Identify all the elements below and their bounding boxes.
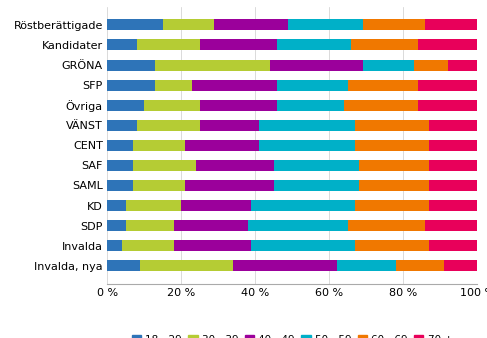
Bar <box>348 79 418 91</box>
Bar <box>418 79 477 91</box>
Bar <box>418 40 477 50</box>
Bar <box>362 19 426 30</box>
Bar <box>192 79 278 91</box>
Bar <box>426 220 477 231</box>
Bar <box>107 260 140 271</box>
Bar <box>414 59 448 71</box>
Bar <box>107 200 126 211</box>
Bar <box>429 120 477 131</box>
Bar <box>196 160 274 171</box>
Bar <box>107 19 163 30</box>
Bar <box>362 59 414 71</box>
Bar <box>274 160 359 171</box>
Bar <box>107 160 133 171</box>
Bar <box>348 220 426 231</box>
Bar <box>288 19 362 30</box>
Bar <box>107 220 126 231</box>
Bar <box>278 79 348 91</box>
Bar <box>185 140 259 151</box>
Bar <box>137 40 200 50</box>
Bar <box>133 160 196 171</box>
Bar <box>233 260 337 271</box>
Legend: 18 - 29, 30 - 39, 40 - 49, 50 - 59, 60 - 69, 70 +: 18 - 29, 30 - 39, 40 - 49, 50 - 59, 60 -… <box>128 331 457 338</box>
Bar <box>355 120 429 131</box>
Bar <box>185 180 274 191</box>
Bar <box>352 40 418 50</box>
Bar <box>270 59 362 71</box>
Bar <box>251 240 355 251</box>
Bar <box>337 260 396 271</box>
Bar <box>359 180 429 191</box>
Bar <box>278 40 352 50</box>
Bar <box>448 59 477 71</box>
Bar <box>444 260 477 271</box>
Bar <box>107 59 155 71</box>
Bar <box>359 160 429 171</box>
Bar <box>174 220 248 231</box>
Bar <box>429 240 477 251</box>
Bar <box>133 180 185 191</box>
Bar <box>429 160 477 171</box>
Bar <box>355 240 429 251</box>
Bar <box>355 140 429 151</box>
Bar <box>344 100 418 111</box>
Bar <box>200 120 259 131</box>
Bar <box>122 240 174 251</box>
Bar <box>144 100 200 111</box>
Bar <box>429 180 477 191</box>
Bar <box>181 200 251 211</box>
Bar <box>107 79 155 91</box>
Bar <box>107 180 133 191</box>
Bar <box>163 19 214 30</box>
Bar <box>174 240 251 251</box>
Bar <box>107 120 137 131</box>
Bar <box>278 100 344 111</box>
Bar <box>107 100 144 111</box>
Bar <box>396 260 444 271</box>
Bar <box>107 40 137 50</box>
Bar <box>259 140 355 151</box>
Bar <box>429 200 477 211</box>
Bar <box>107 140 133 151</box>
Bar <box>126 220 174 231</box>
Bar <box>155 59 270 71</box>
Bar <box>274 180 359 191</box>
Bar <box>429 140 477 151</box>
Bar <box>251 200 355 211</box>
Bar <box>200 40 278 50</box>
Bar <box>137 120 200 131</box>
Bar <box>140 260 233 271</box>
Bar <box>155 79 192 91</box>
Bar <box>214 19 288 30</box>
Bar <box>426 19 477 30</box>
Bar <box>107 240 122 251</box>
Bar <box>248 220 348 231</box>
Bar <box>418 100 477 111</box>
Bar <box>200 100 278 111</box>
Bar <box>126 200 181 211</box>
Bar <box>355 200 429 211</box>
Bar <box>133 140 185 151</box>
Bar <box>259 120 355 131</box>
